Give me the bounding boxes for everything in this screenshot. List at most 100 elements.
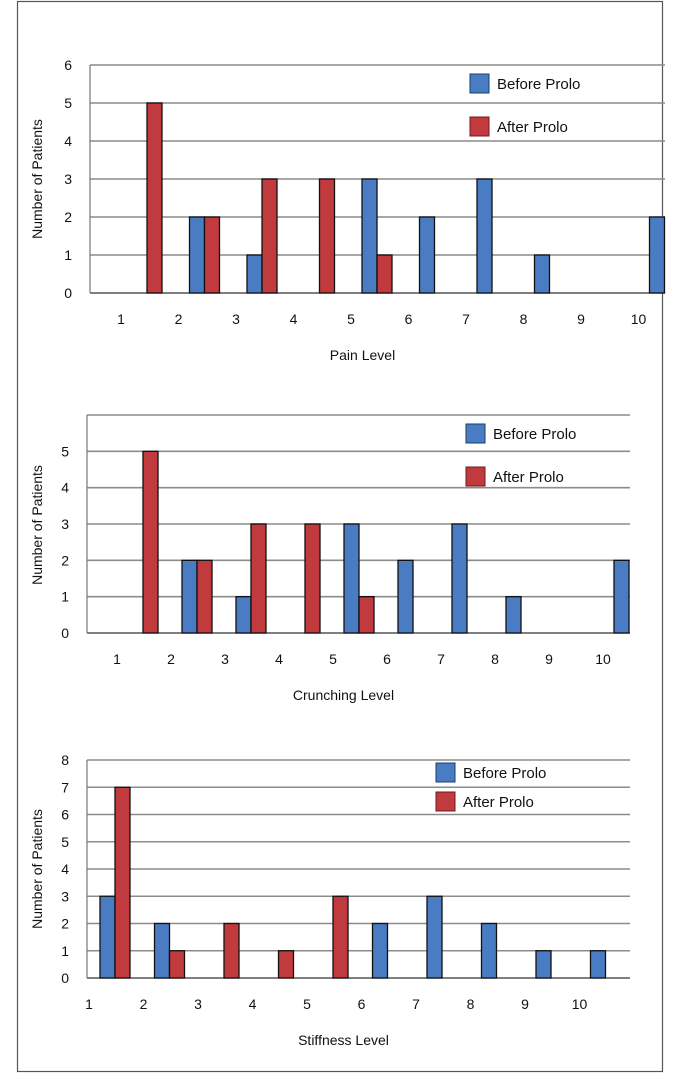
bar-before-prolo: [371, 922, 389, 979]
y-tick-label: 4: [64, 133, 72, 149]
x-tick-label: 4: [275, 651, 283, 667]
bar-before-prolo: [246, 254, 263, 294]
bar-after-prolo: [261, 178, 278, 294]
bar-after-prolo: [196, 559, 213, 634]
bar-after-prolo: [358, 596, 375, 634]
bar-before-prolo: [153, 922, 171, 979]
bar-before-prolo: [533, 254, 551, 294]
x-tick-label: 3: [221, 651, 229, 667]
x-tick-label: 2: [175, 311, 183, 327]
y-tick-label: 4: [61, 480, 69, 496]
x-tick-label: 3: [194, 996, 202, 1012]
legend-swatch-after: [465, 466, 486, 487]
x-axis-label: Crunching Level: [293, 687, 394, 703]
x-tick-label: 1: [117, 311, 125, 327]
y-tick-label: 0: [61, 970, 69, 986]
y-tick-label: 7: [61, 779, 69, 795]
y-tick-label: 5: [61, 443, 69, 459]
bar-after-prolo: [277, 950, 295, 979]
legend-label-before: Before Prolo: [463, 765, 546, 782]
x-tick-label: 5: [303, 996, 311, 1012]
x-tick-label: 8: [491, 651, 499, 667]
x-tick-label: 7: [437, 651, 445, 667]
bar-after-prolo: [203, 216, 221, 294]
legend-swatch-before: [465, 423, 486, 444]
bar-before-prolo: [426, 895, 443, 979]
bar-after-prolo: [332, 895, 349, 979]
bar-after-prolo: [223, 922, 240, 979]
y-tick-label: 1: [61, 589, 69, 605]
y-tick-label: 3: [61, 516, 69, 532]
legend-swatch-after: [469, 116, 490, 137]
bar-before-prolo: [535, 950, 552, 979]
bar-before-prolo: [451, 523, 468, 634]
bar-before-prolo: [613, 559, 630, 634]
legend-label-after: After Prolo: [497, 119, 568, 136]
y-tick-label: 4: [61, 861, 69, 877]
legend-swatch-after: [435, 791, 456, 812]
bar-before-prolo: [418, 216, 436, 294]
x-tick-label: 8: [467, 996, 475, 1012]
bar-after-prolo: [168, 950, 186, 979]
bar-before-prolo: [188, 216, 206, 294]
y-axis-label: Number of Patients: [29, 119, 45, 239]
bar-after-prolo: [304, 523, 321, 634]
x-tick-label: 4: [290, 311, 298, 327]
x-axis-label: Pain Level: [330, 347, 395, 363]
legend-label-before: Before Prolo: [493, 426, 576, 443]
bar-before-prolo: [648, 216, 666, 294]
x-tick-label: 10: [595, 651, 611, 667]
x-tick-label: 9: [577, 311, 585, 327]
x-tick-label: 1: [113, 651, 121, 667]
x-tick-label: 9: [521, 996, 529, 1012]
bar-before-prolo: [505, 596, 522, 634]
y-tick-label: 5: [61, 834, 69, 850]
x-tick-label: 6: [405, 311, 413, 327]
bar-before-prolo: [181, 559, 198, 634]
y-tick-label: 2: [64, 209, 72, 225]
bar-after-prolo: [376, 254, 393, 294]
x-tick-label: 5: [329, 651, 337, 667]
legend-label-before: Before Prolo: [497, 76, 580, 93]
bar-before-prolo: [361, 178, 378, 294]
y-tick-label: 8: [61, 752, 69, 768]
x-tick-label: 5: [347, 311, 355, 327]
y-tick-label: 2: [61, 552, 69, 568]
bar-before-prolo: [99, 895, 116, 979]
y-tick-label: 1: [61, 943, 69, 959]
y-tick-label: 0: [64, 285, 72, 301]
bar-before-prolo: [476, 178, 493, 294]
y-tick-label: 6: [64, 57, 72, 73]
legend-label-after: After Prolo: [463, 794, 534, 811]
y-tick-label: 2: [61, 916, 69, 932]
y-tick-label: 3: [64, 171, 72, 187]
bar-before-prolo: [343, 523, 360, 634]
bar-before-prolo: [589, 950, 607, 979]
y-tick-label: 1: [64, 247, 72, 263]
bar-after-prolo: [142, 450, 159, 634]
y-tick-label: 0: [61, 625, 69, 641]
x-axis-label: Stiffness Level: [298, 1032, 389, 1048]
y-axis-label: Number of Patients: [29, 465, 45, 585]
bar-after-prolo: [318, 178, 336, 294]
y-axis-label: Number of Patients: [29, 809, 45, 929]
x-tick-label: 4: [249, 996, 257, 1012]
x-tick-label: 2: [167, 651, 175, 667]
x-tick-label: 1: [85, 996, 93, 1012]
legend-label-after: After Prolo: [493, 469, 564, 486]
y-tick-label: 6: [61, 807, 69, 823]
bar-after-prolo: [146, 102, 163, 294]
x-tick-label: 10: [631, 311, 647, 327]
x-tick-label: 3: [232, 311, 240, 327]
x-tick-label: 7: [412, 996, 420, 1012]
bar-after-prolo: [114, 786, 131, 979]
x-tick-label: 9: [545, 651, 553, 667]
x-tick-label: 6: [358, 996, 366, 1012]
x-tick-label: 2: [140, 996, 148, 1012]
bar-before-prolo: [397, 559, 414, 634]
legend-swatch-before: [435, 762, 456, 783]
y-tick-label: 5: [64, 95, 72, 111]
